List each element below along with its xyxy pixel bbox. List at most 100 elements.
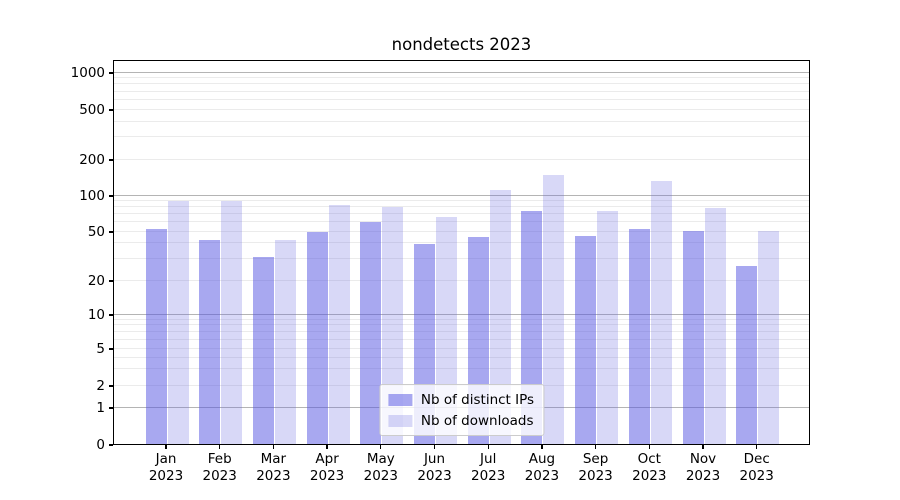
- bar-downloads-jan: [167, 200, 189, 444]
- x-axis-tick-label-mar: Mar 2023: [256, 451, 291, 484]
- y-axis-tick-100: [109, 195, 113, 197]
- bar-downloads-jul: [489, 189, 511, 444]
- y-axis-tick-label-100: 100: [79, 188, 105, 204]
- x-axis-tick-label-nov: Nov 2023: [685, 451, 721, 484]
- x-axis-tick-label-jun: Jun 2023: [417, 451, 452, 484]
- bar-distinct-ips-may: [360, 222, 382, 444]
- bar-distinct-ips-apr: [306, 232, 328, 444]
- gridline-minor-50: [114, 230, 809, 232]
- y-axis-tick-50: [109, 231, 113, 233]
- x-axis-tick-jan: [165, 445, 167, 449]
- y-axis-tick-label-10: 10: [87, 307, 105, 323]
- gridline-minor-6: [114, 338, 809, 340]
- y-axis-tick-label-500: 500: [79, 102, 105, 118]
- legend-item-distinct-ips: Nb of distinct IPs: [387, 391, 535, 408]
- x-axis-tick-oct: [648, 445, 650, 449]
- bar-distinct-ips-jan: [145, 229, 167, 444]
- y-axis-tick-500: [109, 109, 113, 111]
- x-axis-tick-sep: [594, 445, 597, 449]
- gridline-major-10: [114, 313, 809, 315]
- gridline-minor-80: [114, 206, 809, 208]
- bar-downloads-dec: [758, 231, 780, 444]
- x-axis-tick-mar: [272, 445, 275, 449]
- x-axis-tick-label-feb: Feb 2023: [202, 451, 237, 484]
- bar-downloads-oct: [650, 181, 672, 444]
- gridline-minor-900: [114, 77, 809, 79]
- plot-area: Nb of distinct IPs Nb of downloads: [113, 60, 810, 445]
- legend-item-downloads: Nb of downloads: [387, 412, 534, 429]
- gridline-minor-500: [114, 108, 809, 110]
- y-axis-tick-2: [109, 385, 113, 387]
- gridline-minor-300: [114, 136, 809, 138]
- x-axis-tick-label-dec: Dec 2023: [739, 451, 774, 484]
- y-axis-tick-label-0: 0: [96, 437, 105, 453]
- gridline-minor-5: [114, 347, 809, 349]
- y-axis-tick-label-200: 200: [79, 152, 105, 168]
- gridline-minor-600: [114, 98, 809, 100]
- gridline-minor-20: [114, 279, 809, 281]
- gridline-minor-7: [114, 331, 809, 332]
- x-axis-tick-label-sep: Sep 2023: [578, 451, 613, 484]
- gridline-minor-90: [114, 199, 809, 201]
- x-axis-tick-dec: [756, 445, 758, 449]
- gridline-major-100: [114, 194, 809, 196]
- gridline-major-1000: [114, 71, 809, 73]
- x-axis-tick-jul: [487, 445, 489, 449]
- gridline-minor-3: [114, 368, 809, 370]
- x-axis-tick-feb: [219, 445, 221, 449]
- bar-distinct-ips-dec: [736, 266, 758, 444]
- bar-downloads-feb: [221, 200, 243, 444]
- gridline-minor-8: [114, 324, 809, 326]
- y-axis-tick-200: [109, 159, 113, 161]
- legend-label-distinct-ips: Nb of distinct IPs: [420, 391, 535, 408]
- x-axis-tick-apr: [326, 445, 328, 449]
- x-axis-tick-label-aug: Aug 2023: [524, 451, 560, 484]
- y-axis-tick-5: [109, 348, 113, 350]
- y-axis-tick-label-1: 1: [96, 400, 105, 416]
- gridline-minor-700: [114, 90, 809, 92]
- x-axis-tick-label-may: May 2023: [363, 451, 398, 484]
- x-axis-tick-label-apr: Apr 2023: [309, 451, 345, 484]
- bar-distinct-ips-oct: [628, 229, 650, 444]
- y-axis-tick-20: [109, 280, 113, 282]
- y-axis-tick-label-50: 50: [87, 224, 105, 240]
- y-axis-tick-0: [109, 444, 113, 446]
- y-axis-tick-1: [109, 407, 113, 409]
- chart-title: nondetects 2023: [391, 35, 532, 54]
- x-axis-tick-jun: [433, 445, 436, 449]
- gridline-minor-400: [114, 120, 809, 122]
- legend-label-downloads: Nb of downloads: [420, 412, 534, 429]
- gridline-minor-60: [114, 221, 809, 223]
- y-axis-tick-label-2: 2: [96, 378, 105, 394]
- gridline-minor-40: [114, 242, 809, 244]
- x-axis-tick-may: [380, 445, 382, 449]
- gridline-minor-800: [114, 83, 809, 85]
- gridline-minor-70: [114, 213, 809, 215]
- x-axis-tick-label-jan: Jan 2023: [148, 451, 184, 484]
- legend-swatch-distinct-ips: [387, 393, 412, 406]
- bar-distinct-ips-mar: [252, 256, 274, 444]
- y-axis-tick-label-20: 20: [87, 273, 105, 289]
- x-axis-tick-label-jul: Jul 2023: [471, 451, 506, 484]
- bar-distinct-ips-feb: [199, 240, 221, 444]
- gridline-minor-4: [114, 356, 809, 358]
- x-axis-tick-aug: [541, 445, 543, 449]
- gridline-minor-9: [114, 318, 809, 320]
- y-axis-tick-1000: [109, 72, 113, 74]
- bar-distinct-ips-sep: [575, 235, 597, 444]
- bar-downloads-aug: [543, 175, 565, 444]
- bar-distinct-ips-nov: [682, 231, 704, 444]
- bar-downloads-mar: [274, 240, 296, 444]
- x-axis-tick-nov: [702, 445, 704, 449]
- y-axis-tick-label-5: 5: [96, 341, 105, 357]
- x-axis-tick-label-oct: Oct 2023: [632, 451, 667, 484]
- bar-downloads-apr: [328, 205, 350, 444]
- legend-swatch-downloads: [387, 414, 412, 427]
- gridline-minor-200: [114, 158, 809, 160]
- bar-downloads-sep: [597, 210, 619, 444]
- y-axis-tick-label-1000: 1000: [70, 65, 105, 81]
- legend: Nb of distinct IPs Nb of downloads: [378, 384, 545, 436]
- gridline-minor-30: [114, 257, 809, 259]
- bar-downloads-nov: [704, 207, 726, 444]
